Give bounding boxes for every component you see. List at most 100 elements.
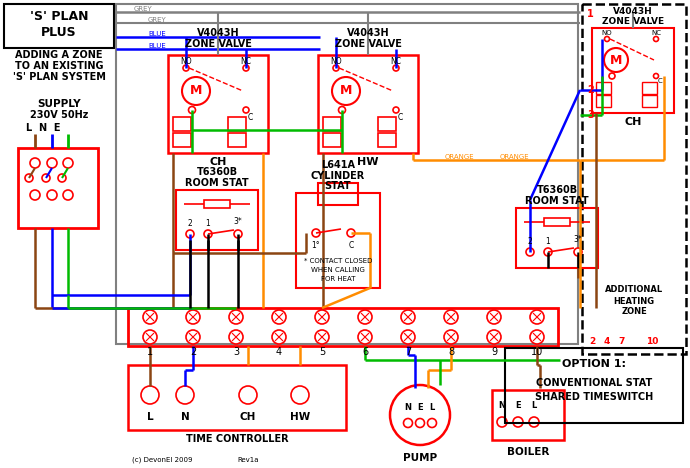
Circle shape [604,48,628,72]
Text: Rev1a: Rev1a [237,457,259,463]
Circle shape [333,65,339,71]
Circle shape [272,310,286,324]
Text: T6360B: T6360B [536,185,578,195]
Text: NO: NO [331,57,342,66]
Circle shape [401,330,415,344]
Circle shape [415,418,424,427]
Text: ZONE VALVE: ZONE VALVE [184,39,251,49]
Circle shape [141,386,159,404]
Circle shape [444,330,458,344]
Text: NO: NO [180,57,192,66]
Text: C: C [348,241,353,249]
Text: L  N  E: L N E [26,123,60,133]
Text: 3: 3 [233,347,239,357]
Text: 2: 2 [587,85,594,95]
Circle shape [42,174,50,182]
Bar [323,133,341,147]
Bar [4,4,114,48]
Text: CONVENTIONAL STAT: CONVENTIONAL STAT [536,378,652,388]
Bar [176,190,258,250]
Text: * CONTACT CLOSED: * CONTACT CLOSED [304,258,372,264]
Text: GREY: GREY [134,6,152,12]
Text: L: L [531,402,537,410]
Text: M: M [610,53,622,66]
Bar [596,95,611,107]
Text: BLUE: BLUE [148,31,166,37]
Text: NC: NC [651,30,661,36]
Text: HEATING: HEATING [613,297,655,306]
Text: ADDITIONAL: ADDITIONAL [605,285,663,294]
Circle shape [401,310,415,324]
Text: CH: CH [240,412,256,422]
Bar [505,348,683,423]
Circle shape [393,65,399,71]
Text: ZONE VALVE: ZONE VALVE [335,39,402,49]
Circle shape [188,107,195,114]
Circle shape [234,230,242,238]
Circle shape [186,310,200,324]
Text: 4: 4 [604,337,610,346]
Circle shape [487,310,501,324]
Circle shape [25,174,33,182]
Circle shape [186,330,200,344]
Bar [492,390,564,440]
Text: CYLINDER: CYLINDER [311,171,365,181]
Text: E: E [515,402,521,410]
Circle shape [176,386,194,404]
Bar [378,133,396,147]
Bar [516,208,598,268]
Text: C: C [658,78,662,84]
Text: 3: 3 [587,110,594,120]
Circle shape [404,418,413,427]
Text: N: N [404,402,411,411]
Bar [582,4,686,354]
Circle shape [315,310,329,324]
Text: PLUS: PLUS [41,25,77,38]
Circle shape [229,310,243,324]
Circle shape [47,190,57,200]
Bar [116,4,578,344]
Bar [592,28,674,113]
Circle shape [339,107,346,114]
Circle shape [358,330,372,344]
Text: CH: CH [624,117,642,127]
Text: WHEN CALLING: WHEN CALLING [311,267,365,273]
Text: ROOM STAT: ROOM STAT [525,196,589,206]
Circle shape [243,107,249,113]
Text: T6360B: T6360B [197,167,237,177]
Circle shape [239,386,257,404]
Text: 7: 7 [619,337,625,346]
Text: ZONE: ZONE [621,307,647,316]
Circle shape [63,190,73,200]
Text: ADDING A ZONE: ADDING A ZONE [15,50,103,60]
Text: 10: 10 [646,337,658,346]
Text: L641A: L641A [321,160,355,170]
Bar [318,55,418,153]
Text: ORANGE: ORANGE [500,154,530,160]
Text: 3*: 3* [234,218,242,227]
Text: STAT: STAT [325,181,351,191]
Circle shape [444,310,458,324]
Text: 1°: 1° [312,241,320,249]
Circle shape [312,229,320,237]
Text: 1: 1 [546,237,551,247]
Circle shape [653,73,658,79]
Text: 2: 2 [190,347,196,357]
Circle shape [30,158,40,168]
Circle shape [513,417,523,427]
Bar [173,117,191,131]
Circle shape [143,330,157,344]
Text: 1: 1 [587,9,594,19]
Text: NC: NC [391,57,402,66]
Text: BOILER: BOILER [507,447,549,457]
Text: 2: 2 [589,337,595,346]
Text: 7: 7 [405,347,411,357]
Text: 2: 2 [188,219,193,228]
Circle shape [47,158,57,168]
Circle shape [58,174,66,182]
Circle shape [526,248,534,256]
Text: GREY: GREY [148,17,167,23]
Text: L: L [147,412,153,422]
Circle shape [347,229,355,237]
Circle shape [428,418,437,427]
